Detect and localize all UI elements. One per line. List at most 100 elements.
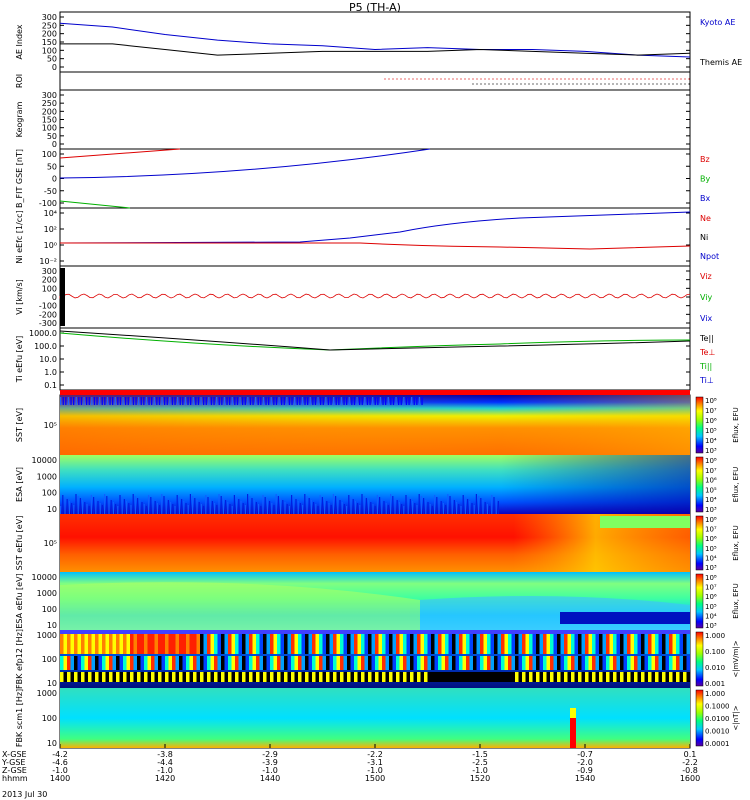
esa1-texture [398, 502, 400, 514]
sst1-texture [294, 397, 296, 405]
fbk1-texture [483, 656, 487, 670]
colorbar-gradient [695, 515, 704, 571]
fbk1-texture [175, 656, 179, 670]
fbk1-texture [81, 634, 85, 654]
sst1-texture [309, 397, 311, 405]
esa1-texture [317, 506, 319, 514]
sst1-texture [400, 397, 402, 405]
roi-dot [432, 78, 434, 80]
esa1-texture [418, 494, 420, 514]
sst1-texture [210, 397, 213, 405]
colorbar-tick: 10⁴ [705, 554, 717, 562]
sst1-texture [416, 397, 418, 405]
fbk1-texture [406, 672, 410, 682]
ytick-label: 10.0 [39, 355, 57, 364]
sst1-texture [112, 397, 114, 405]
roi-dot [512, 78, 514, 80]
fbk1-texture [424, 634, 428, 654]
roi-dot [408, 78, 410, 80]
fbk1-texture [665, 634, 669, 654]
fbk1-texture [256, 656, 260, 670]
bz-line [59, 148, 181, 159]
fbk1-texture [480, 634, 484, 654]
fbk1-texture [539, 672, 543, 682]
esa1-texture [220, 496, 222, 514]
roi-dot [684, 78, 686, 80]
roi-dot [524, 83, 526, 85]
esa1-texture [427, 502, 429, 514]
fbk1-texture [637, 656, 641, 670]
sst1-texture [91, 397, 93, 405]
ytick-label: 0 [52, 175, 57, 184]
roi-dot [536, 78, 538, 80]
panel-frame [59, 11, 691, 73]
esa1-texture [106, 496, 108, 514]
fbk1-texture [588, 656, 592, 670]
fbk1-texture [81, 672, 85, 682]
panel-ylabel: ESA eEfu [eV] [15, 573, 24, 628]
fbk1-texture [210, 656, 214, 670]
fbk1-texture [315, 656, 319, 670]
fbk1-texture [249, 656, 253, 670]
fbk1-texture [546, 656, 550, 670]
colorbar-tick: 10⁴ [705, 612, 717, 620]
fbk1-texture [389, 672, 393, 682]
esa1-texture [66, 499, 68, 514]
fbk1-texture [74, 672, 78, 682]
fbk1-texture [536, 672, 540, 682]
fbk1-texture [550, 656, 554, 670]
roi-dot [544, 78, 546, 80]
roi-dot [616, 83, 618, 85]
fbk1-texture [301, 634, 305, 654]
roi-dot [664, 78, 666, 80]
fbk1-texture [88, 672, 92, 682]
ae-series-line [60, 43, 691, 56]
fbk1-texture [553, 656, 557, 670]
fbk1-texture [375, 672, 379, 682]
esa1-texture [84, 502, 86, 514]
fbk1-texture [371, 672, 375, 682]
sst1-texture [335, 397, 337, 405]
axis-row-value: -3.1 [367, 758, 383, 767]
panel-1: ROI [15, 71, 691, 91]
sst1-texture [130, 397, 132, 405]
fbk1-texture [252, 656, 256, 670]
fbk1-texture [161, 656, 165, 670]
fbk1-texture [326, 656, 330, 670]
fbk1-texture [119, 672, 123, 682]
fbk1-texture [168, 634, 172, 654]
fbk1-texture [536, 656, 540, 670]
fbk1-texture [256, 672, 260, 682]
fbk1-texture [616, 656, 620, 670]
ne-line [60, 242, 691, 250]
ytick-label: 300 [42, 91, 57, 100]
roi-dot [476, 83, 478, 85]
esa1-texture [192, 496, 194, 514]
esa1-texture [425, 500, 427, 514]
roi-dot [596, 83, 598, 85]
sst1-texture [275, 397, 278, 405]
fbk1-texture [70, 634, 74, 654]
panel-ylabel: SST eEfu [eV] [15, 516, 24, 571]
esa1-texture [449, 496, 451, 514]
esa1-texture [86, 504, 88, 514]
esa1-texture [376, 495, 378, 514]
sst1-texture [353, 397, 356, 405]
fbk1-texture [60, 634, 64, 654]
fbk1-texture [476, 656, 480, 670]
colorbar-tick: 10⁵ [705, 603, 717, 611]
fbk1-texture [564, 656, 568, 670]
roi-dot [668, 83, 670, 85]
roi-dot [576, 78, 578, 80]
esa1-texture [286, 504, 288, 514]
fbk1-texture [329, 672, 333, 682]
fbk1-texture [585, 672, 589, 682]
fbk1-texture [168, 672, 172, 682]
esa1-texture [137, 498, 139, 514]
fbk1-texture [375, 656, 379, 670]
fbk1-texture [312, 634, 316, 654]
fbk1-texture [641, 672, 645, 682]
roi-dot [632, 83, 634, 85]
fbk1-texture [637, 634, 641, 654]
esa1-texture [207, 497, 209, 514]
